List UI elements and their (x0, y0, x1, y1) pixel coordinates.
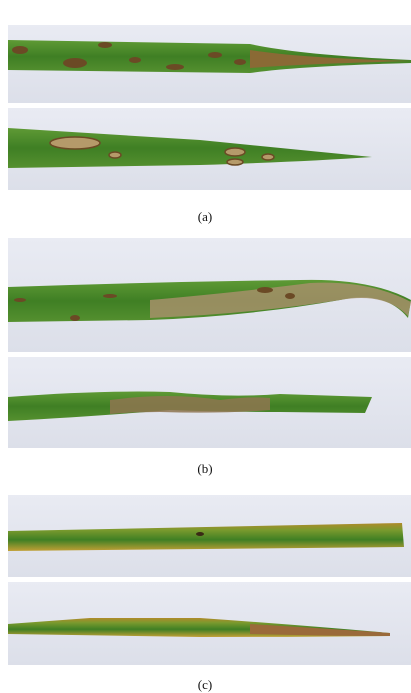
caption: (c) (198, 677, 212, 692)
caption: (b) (197, 461, 212, 476)
caption: (a) (198, 209, 212, 224)
figure: (a) (b) (c) (0, 0, 411, 693)
panel-c: (c) (8, 495, 411, 692)
panel-b: (b) (8, 238, 411, 476)
lesion (110, 396, 270, 414)
panel-a: (a) (8, 25, 411, 224)
spot (196, 532, 204, 536)
